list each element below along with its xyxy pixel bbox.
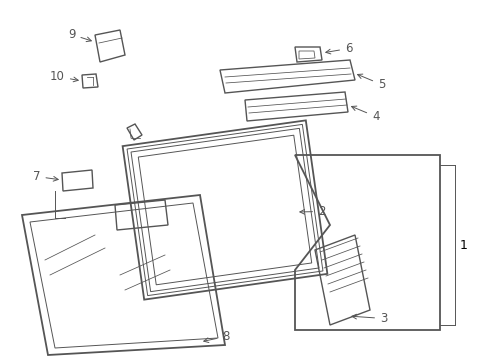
Text: 6: 6: [325, 42, 352, 55]
Text: 9: 9: [68, 28, 91, 42]
Text: 2: 2: [299, 205, 325, 218]
Text: 10: 10: [50, 70, 78, 83]
Text: 3: 3: [351, 312, 386, 325]
Text: 5: 5: [357, 74, 385, 91]
Text: 4: 4: [351, 106, 379, 123]
Text: 1: 1: [459, 239, 467, 252]
Text: 7: 7: [33, 170, 58, 183]
Text: 8: 8: [203, 330, 229, 343]
